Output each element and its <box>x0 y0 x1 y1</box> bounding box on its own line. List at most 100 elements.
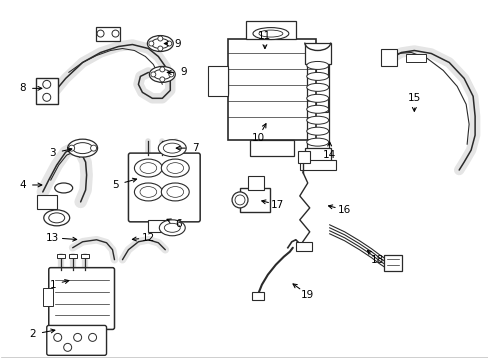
Ellipse shape <box>163 143 181 153</box>
FancyBboxPatch shape <box>49 268 114 329</box>
Bar <box>381 49 397 67</box>
FancyBboxPatch shape <box>47 325 106 355</box>
Text: 13: 13 <box>46 233 59 243</box>
Ellipse shape <box>306 72 328 80</box>
Ellipse shape <box>134 159 162 177</box>
Ellipse shape <box>149 67 175 82</box>
Circle shape <box>97 30 104 37</box>
Bar <box>249 140 293 156</box>
Bar <box>37 195 57 209</box>
Circle shape <box>54 333 61 341</box>
Ellipse shape <box>140 163 157 174</box>
Ellipse shape <box>73 143 92 154</box>
Ellipse shape <box>159 220 185 236</box>
Text: 11: 11 <box>258 31 271 41</box>
Ellipse shape <box>166 186 183 197</box>
Bar <box>36 78 58 104</box>
Text: 15: 15 <box>407 93 420 103</box>
Bar <box>208 67 227 96</box>
Bar <box>251 292 264 300</box>
Text: 2: 2 <box>29 329 36 339</box>
Circle shape <box>235 195 244 205</box>
Bar <box>304 148 330 168</box>
Circle shape <box>74 333 81 341</box>
Circle shape <box>158 46 163 51</box>
Ellipse shape <box>306 116 328 124</box>
Bar <box>295 242 311 251</box>
Bar <box>245 21 295 39</box>
Circle shape <box>232 192 247 208</box>
Bar <box>406 54 426 62</box>
Text: 14: 14 <box>323 150 336 160</box>
Text: 12: 12 <box>142 233 155 243</box>
Text: 8: 8 <box>20 84 26 93</box>
Circle shape <box>168 72 173 77</box>
Text: 19: 19 <box>301 289 314 300</box>
Ellipse shape <box>44 210 69 226</box>
Circle shape <box>160 77 164 82</box>
Ellipse shape <box>306 94 328 102</box>
Circle shape <box>42 80 51 88</box>
Text: 5: 5 <box>112 180 119 190</box>
Circle shape <box>151 72 156 77</box>
Ellipse shape <box>306 105 328 113</box>
Text: 4: 4 <box>20 180 26 190</box>
Circle shape <box>68 145 75 151</box>
Ellipse shape <box>158 140 186 157</box>
Circle shape <box>42 93 51 101</box>
Ellipse shape <box>166 163 183 174</box>
Ellipse shape <box>259 30 282 37</box>
Circle shape <box>160 67 164 72</box>
Bar <box>81 254 88 258</box>
Bar <box>148 220 180 232</box>
Circle shape <box>88 333 96 341</box>
Ellipse shape <box>306 127 328 135</box>
Bar <box>315 98 327 112</box>
Ellipse shape <box>67 139 98 157</box>
Ellipse shape <box>134 183 162 201</box>
Bar <box>240 188 269 212</box>
Ellipse shape <box>153 69 171 80</box>
Text: 17: 17 <box>271 200 284 210</box>
Bar <box>297 151 309 163</box>
Text: 3: 3 <box>49 148 56 158</box>
Text: 16: 16 <box>337 205 350 215</box>
Ellipse shape <box>55 183 73 193</box>
Text: 9: 9 <box>174 39 180 49</box>
Bar <box>227 39 315 140</box>
Ellipse shape <box>306 138 328 146</box>
Bar <box>95 27 120 41</box>
Bar <box>299 160 335 170</box>
Circle shape <box>112 30 119 37</box>
Bar <box>304 42 330 64</box>
Text: 9: 9 <box>180 67 186 77</box>
Bar <box>315 63 327 77</box>
Bar <box>57 254 64 258</box>
Circle shape <box>158 36 163 41</box>
Ellipse shape <box>164 223 180 232</box>
Ellipse shape <box>306 84 328 91</box>
FancyBboxPatch shape <box>128 153 200 222</box>
Text: 10: 10 <box>251 133 264 143</box>
Ellipse shape <box>140 186 157 197</box>
Circle shape <box>166 41 171 46</box>
Bar <box>42 288 53 306</box>
Circle shape <box>148 41 154 46</box>
Ellipse shape <box>147 36 173 51</box>
Circle shape <box>90 145 96 151</box>
Ellipse shape <box>49 213 64 223</box>
Ellipse shape <box>161 159 189 177</box>
Circle shape <box>63 343 72 351</box>
Ellipse shape <box>252 28 288 40</box>
Bar <box>212 68 227 94</box>
Bar <box>247 176 264 190</box>
Ellipse shape <box>161 183 189 201</box>
Ellipse shape <box>151 39 169 49</box>
Text: 1: 1 <box>49 280 56 289</box>
Text: 6: 6 <box>175 219 181 229</box>
Text: 18: 18 <box>370 255 384 265</box>
Bar <box>68 254 77 258</box>
Ellipse shape <box>306 62 328 69</box>
Bar <box>384 255 402 271</box>
Text: 7: 7 <box>191 143 198 153</box>
